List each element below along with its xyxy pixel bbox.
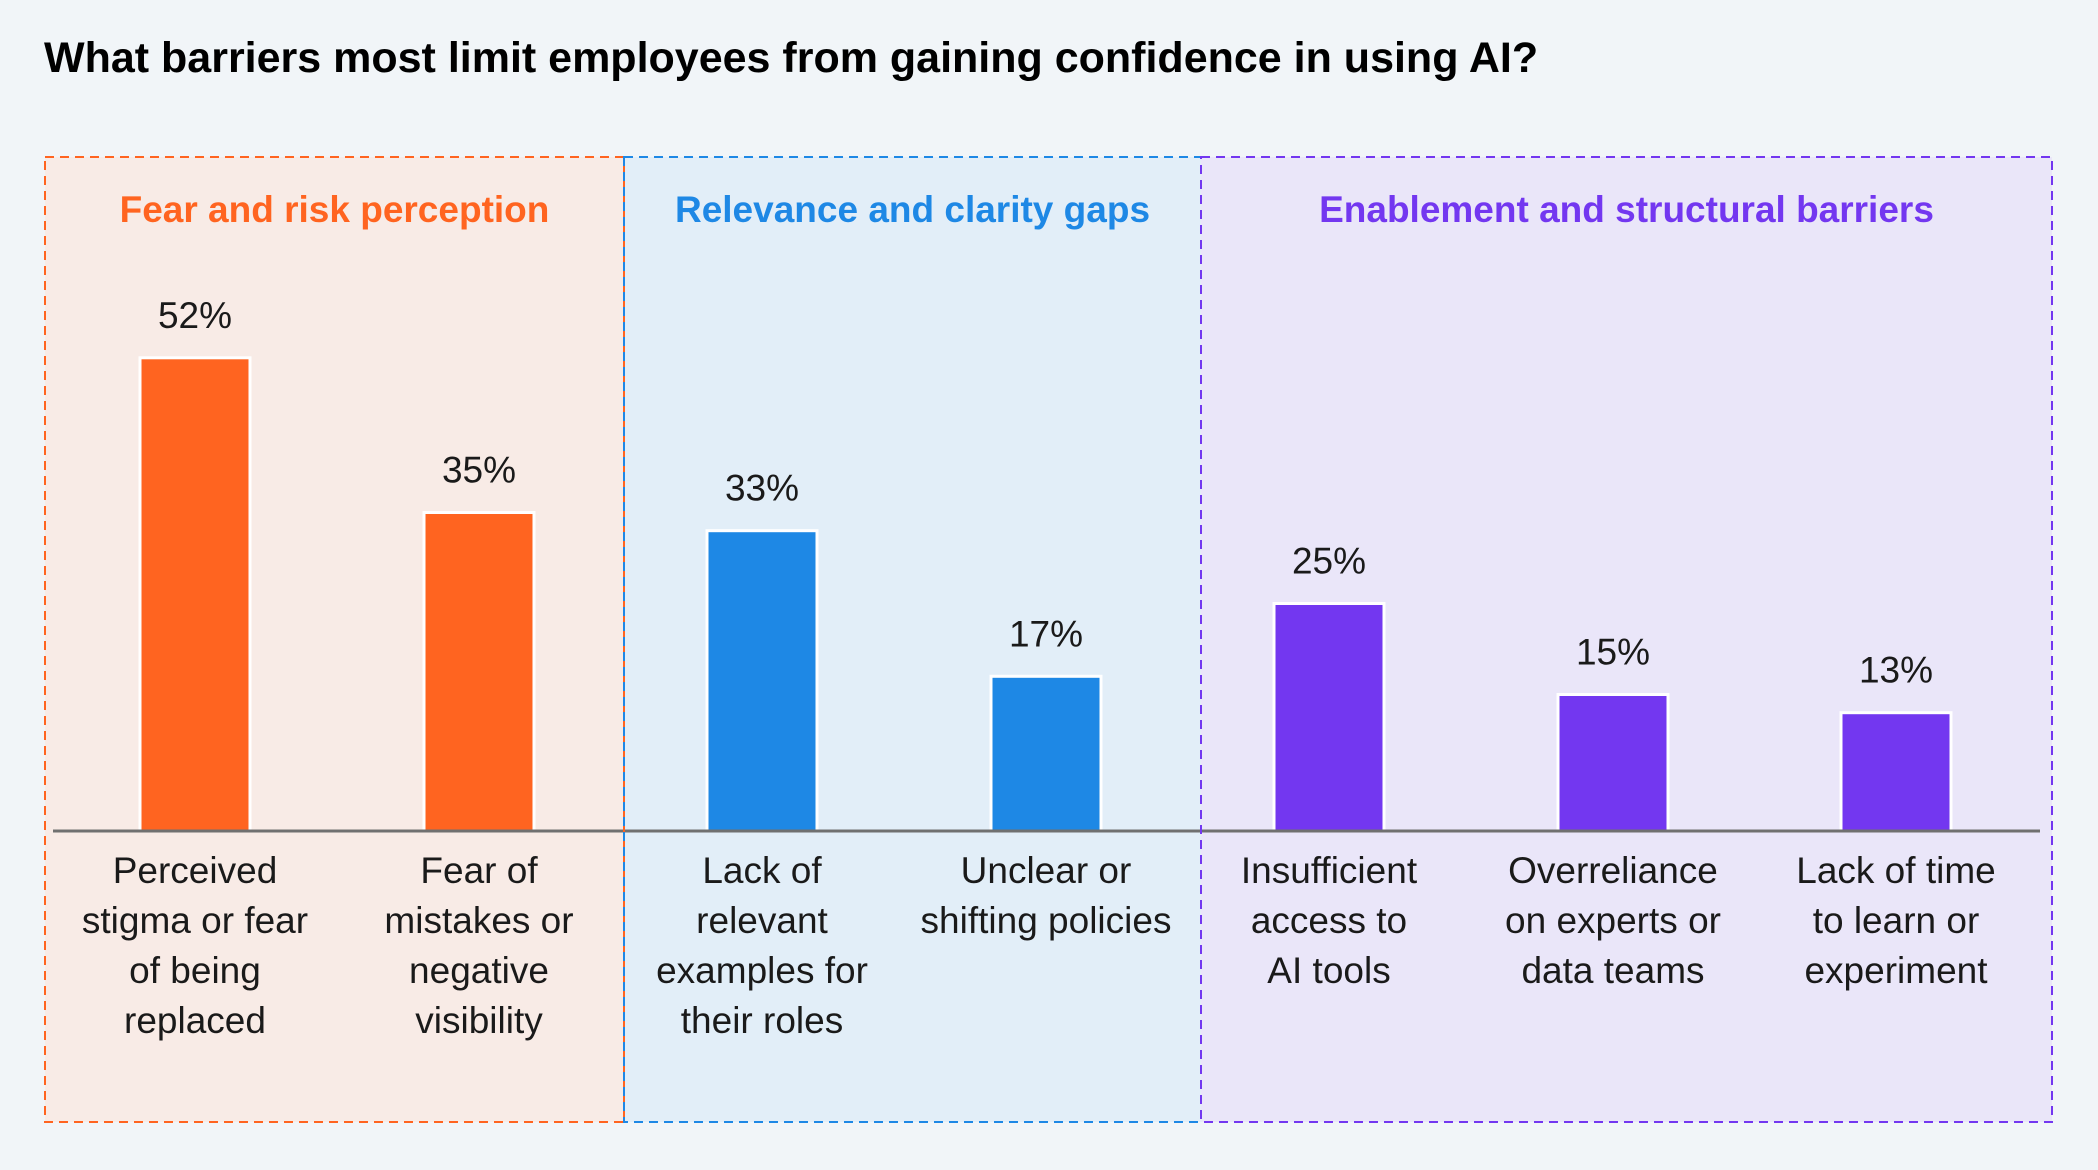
category-label-line: experiment [1804, 950, 1988, 991]
bar-1 [422, 511, 536, 833]
value-label-6: 13% [1859, 650, 1933, 691]
category-label-2: Lack of relevant examples for their roles [656, 850, 868, 1041]
category-label-line: of being [129, 950, 261, 991]
group-border-2 [1200, 156, 2053, 1123]
category-label-1: Fear of mistakes or negative visibility [384, 850, 573, 1041]
category-label-line: Overreliance [1508, 850, 1718, 891]
group-title-0: Fear and risk perception [120, 189, 550, 230]
category-label-line: Lack of [702, 850, 822, 891]
category-label-line: examples for [656, 950, 868, 991]
value-label-0: 52% [158, 295, 232, 336]
category-label-line: Lack of time [1796, 850, 1995, 891]
value-label-4: 25% [1292, 541, 1366, 582]
category-label-line: AI tools [1267, 950, 1390, 991]
category-label-line: mistakes or [384, 900, 573, 941]
category-label-line: Perceived [113, 850, 278, 891]
category-label-4: Insufficient access to AI tools [1241, 850, 1418, 991]
bar-2 [705, 529, 819, 833]
value-label-1: 35% [442, 450, 516, 491]
group-border-1 [623, 156, 1202, 1123]
bar-6 [1839, 711, 1953, 833]
category-label-line: access to [1251, 900, 1407, 941]
chart-title: What barriers most limit employees from … [44, 34, 1539, 82]
bar-5 [1556, 693, 1670, 833]
category-label-line: their roles [681, 1000, 843, 1041]
group-title-2: Enablement and structural barriers [1319, 189, 1934, 230]
category-label-line: visibility [415, 1000, 543, 1041]
bar-0 [138, 356, 252, 833]
category-label-line: Insufficient [1241, 850, 1418, 891]
category-label-line: Unclear or [961, 850, 1132, 891]
category-label-0: Perceived stigma or fear of being replaced [82, 850, 308, 1041]
value-label-2: 33% [725, 468, 799, 509]
value-label-3: 17% [1009, 613, 1083, 654]
bar-3 [989, 674, 1103, 833]
category-label-line: shifting policies [921, 900, 1172, 941]
category-label-line: data teams [1521, 950, 1704, 991]
category-label-5: Overreliance on experts or data teams [1505, 850, 1721, 991]
category-label-line: Fear of [420, 850, 538, 891]
category-label-line: stigma or fear [82, 900, 308, 941]
value-label-5: 15% [1576, 632, 1650, 673]
category-label-line: negative [409, 950, 549, 991]
category-label-line: replaced [124, 1000, 266, 1041]
group-title-1: Relevance and clarity gaps [675, 189, 1150, 230]
group-border-0 [44, 156, 625, 1123]
category-label-line: relevant [696, 900, 828, 941]
category-label-line: on experts or [1505, 900, 1721, 941]
category-label-3: Unclear or shifting policies [921, 850, 1172, 941]
bar-4 [1272, 602, 1386, 833]
category-label-6: Lack of time to learn or experiment [1796, 850, 1995, 991]
category-label-line: to learn or [1813, 900, 1980, 941]
